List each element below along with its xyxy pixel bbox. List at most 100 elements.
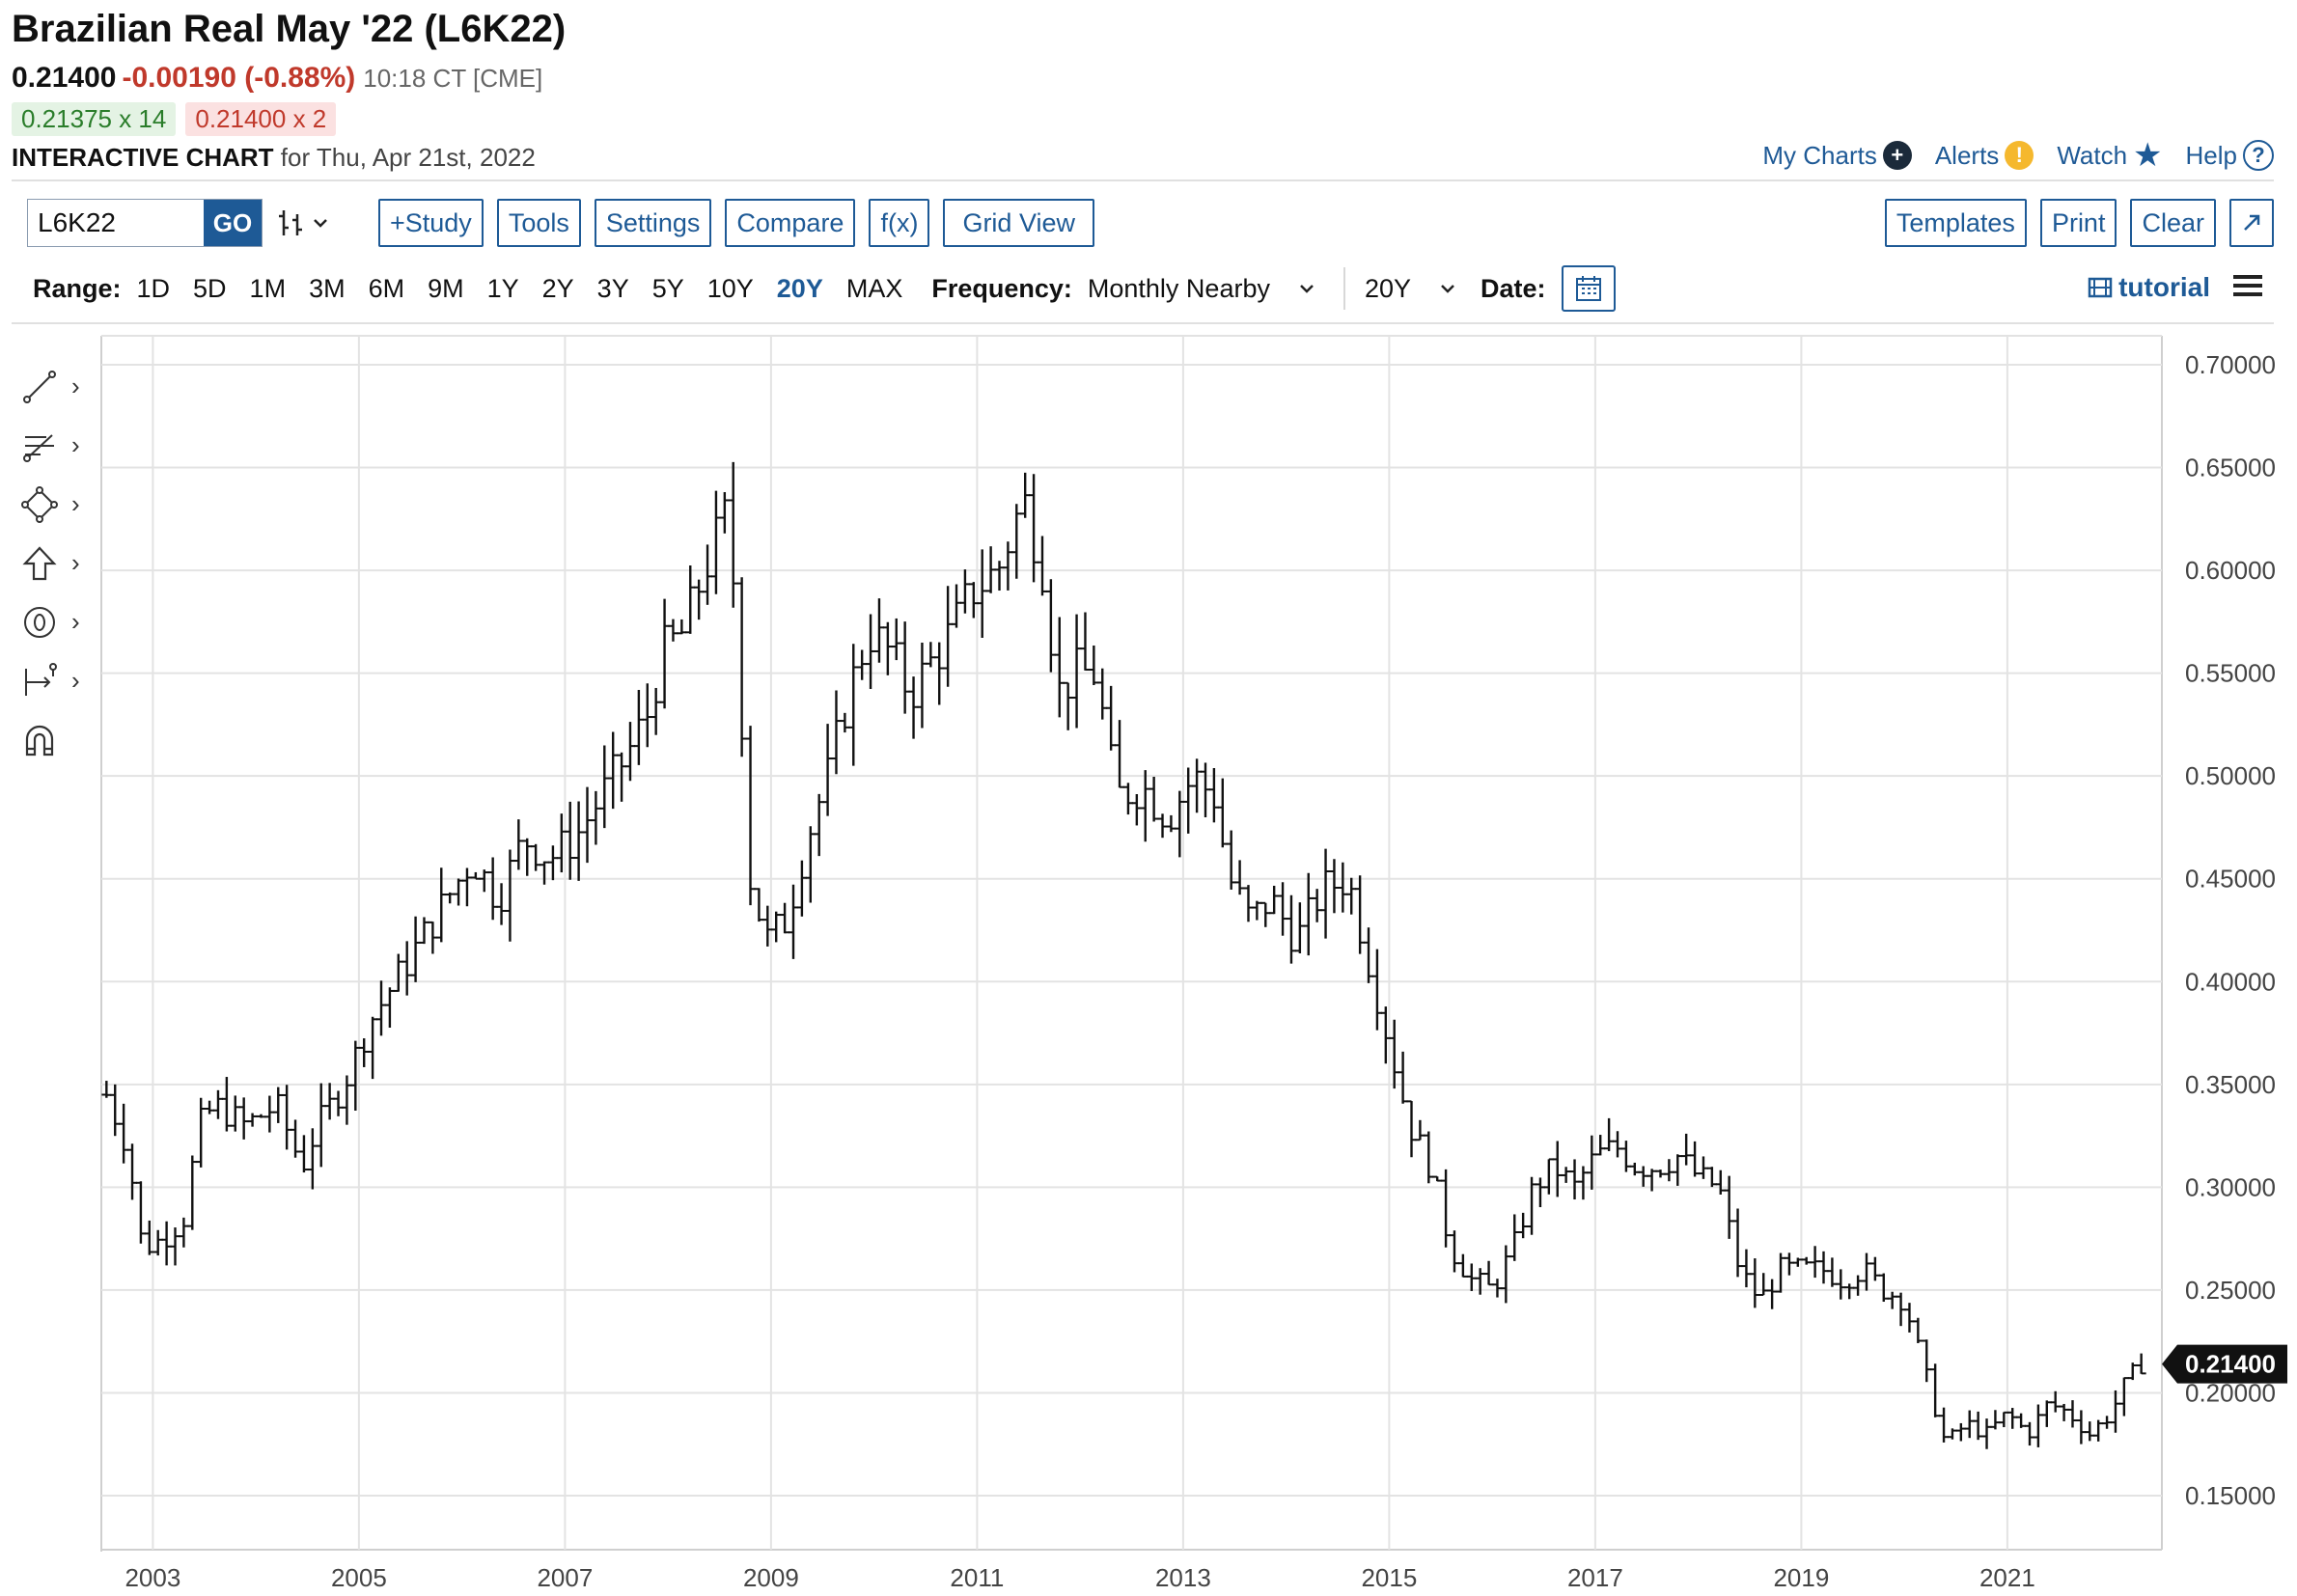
x-tick-label: 2009 — [743, 1563, 799, 1592]
y-tick-label: 0.15000 — [2185, 1481, 2276, 1510]
last-price-label: 0.21400 — [2185, 1350, 2276, 1379]
alerts-link[interactable]: Alerts! — [1935, 141, 2034, 171]
last-price: 0.21400 — [12, 62, 117, 94]
range-max[interactable]: MAX — [845, 273, 903, 303]
magnet-tool[interactable] — [21, 710, 98, 769]
chevron-down-icon — [314, 219, 327, 228]
last-price-badge — [2162, 1344, 2287, 1384]
date-picker-button[interactable] — [1561, 265, 1616, 312]
tools-button[interactable]: Tools — [496, 199, 581, 247]
x-tick-label: 2013 — [1155, 1563, 1211, 1592]
chart-date: for Thu, Apr 21st, 2022 — [280, 143, 536, 172]
date-label: Date: — [1481, 273, 1546, 303]
right-toolbar: Templates Print Clear — [1884, 199, 2274, 247]
help-link[interactable]: Help? — [2186, 140, 2274, 171]
chart-heading: INTERACTIVE CHART for Thu, Apr 21st, 202… — [12, 143, 536, 173]
y-axis: 0.70000 0.65000 0.60000 0.55000 0.50000 0.450… — [2185, 350, 2276, 1510]
watch-label: Watch — [2057, 140, 2128, 170]
text-tool[interactable]: › — [21, 592, 98, 651]
plus-icon: + — [1882, 141, 1912, 170]
fib-tool-icon — [23, 433, 54, 462]
x-tick-label: 2015 — [1361, 1563, 1417, 1592]
x-tick-label: 2019 — [1773, 1563, 1829, 1592]
bar-style-dropdown[interactable] — [276, 206, 330, 239]
range-1d[interactable]: 1D — [136, 273, 171, 303]
ask-badge: 0.21400 x 2 — [185, 102, 337, 136]
y-tick-label: 0.40000 — [2185, 967, 2276, 996]
expand-button[interactable] — [2229, 199, 2274, 247]
measure-tool-icon — [25, 662, 57, 696]
frequency-label: Frequency: — [931, 273, 1072, 303]
chevron-right-icon: › — [71, 371, 80, 400]
y-tick-label: 0.60000 — [2185, 556, 2276, 585]
symbol-input[interactable] — [28, 200, 204, 246]
print-button[interactable]: Print — [2039, 199, 2117, 247]
chevron-right-icon: › — [71, 430, 80, 459]
range-1m[interactable]: 1M — [249, 273, 287, 303]
x-tick-label: 2011 — [950, 1563, 1004, 1592]
clear-button[interactable]: Clear — [2130, 199, 2216, 247]
y-tick-label: 0.65000 — [2185, 454, 2276, 482]
calendar-icon — [1575, 276, 1601, 301]
last-price-tag: 0.21400 — [2162, 1344, 2287, 1384]
shape-tool-icon — [21, 485, 58, 523]
x-tick-label: 2017 — [1567, 1563, 1623, 1592]
range-2y[interactable]: 2Y — [541, 273, 574, 303]
chevron-right-icon: › — [71, 607, 80, 636]
hamburger-menu-icon[interactable] — [2233, 270, 2262, 301]
y-tick-label: 0.45000 — [2185, 865, 2276, 894]
chart-grid — [100, 335, 2163, 1552]
period-dropdown[interactable]: 20Y — [1365, 274, 1457, 304]
fib-tool[interactable]: › — [21, 416, 98, 475]
frequency-value: Monthly Nearby — [1087, 273, 1270, 303]
compare-button[interactable]: Compare — [725, 199, 856, 247]
x-tick-label: 2021 — [1979, 1563, 2035, 1592]
symbol-box: GO — [27, 199, 263, 247]
chevron-right-icon: › — [71, 548, 80, 577]
chevron-down-icon — [1300, 285, 1314, 293]
alerts-label: Alerts — [1934, 140, 2000, 170]
price-chart[interactable]: 0.70000 0.65000 0.60000 0.55000 0.50000 0.450… — [0, 328, 2297, 1596]
range-9m[interactable]: 9M — [428, 273, 464, 303]
measure-tool[interactable]: › — [21, 651, 98, 710]
price-change: -0.00190 (-0.88%) — [122, 62, 356, 94]
arrow-tool-icon — [22, 545, 57, 580]
range-6m[interactable]: 6M — [368, 273, 405, 303]
range-3m[interactable]: 3M — [309, 273, 346, 303]
tutorial-link[interactable]: tutorial — [2088, 272, 2210, 303]
frequency-dropdown[interactable]: Monthly Nearby — [1088, 274, 1316, 304]
line-tool-icon — [23, 370, 56, 403]
my-charts-link[interactable]: My Charts + — [1762, 140, 1912, 171]
range-20y[interactable]: 20Y — [776, 273, 823, 303]
settings-button[interactable]: Settings — [594, 199, 712, 247]
text-tool-icon — [24, 606, 55, 638]
function-button[interactable]: f(x) — [869, 199, 930, 247]
divider — [1342, 267, 1345, 310]
range-5d[interactable]: 5D — [193, 273, 227, 303]
grid-view-button[interactable]: Grid View — [943, 199, 1094, 247]
study-button[interactable]: +Study — [378, 199, 484, 247]
chevron-right-icon: › — [71, 666, 80, 695]
chevron-down-icon — [1441, 285, 1454, 293]
ohlc-bars-icon — [279, 210, 302, 235]
range-1y[interactable]: 1Y — [486, 273, 519, 303]
templates-button[interactable]: Templates — [1884, 199, 2027, 247]
watch-link[interactable]: Watch ★ — [2057, 139, 2162, 172]
top-links: My Charts + Alerts! Watch ★ Help? — [1762, 139, 2274, 172]
range-10y[interactable]: 10Y — [706, 273, 754, 303]
range-5y[interactable]: 5Y — [651, 273, 684, 303]
arrow-tool[interactable]: › — [21, 534, 98, 592]
bid-ask: 0.21375 x 14 0.21400 x 2 — [12, 102, 337, 136]
help-label: Help — [2185, 140, 2237, 170]
period-value: 20Y — [1364, 273, 1412, 303]
line-tool[interactable]: › — [21, 357, 98, 416]
go-button[interactable]: GO — [204, 200, 262, 246]
y-tick-label: 0.35000 — [2185, 1070, 2276, 1099]
shape-tool[interactable]: › — [21, 475, 98, 534]
ohlc-bars — [101, 461, 2146, 1449]
tutorial-label: tutorial — [2118, 272, 2210, 302]
expand-icon — [2244, 214, 2260, 231]
my-charts-label: My Charts — [1762, 140, 1877, 170]
range-3y[interactable]: 3Y — [596, 273, 629, 303]
x-tick-label: 2007 — [537, 1563, 593, 1592]
